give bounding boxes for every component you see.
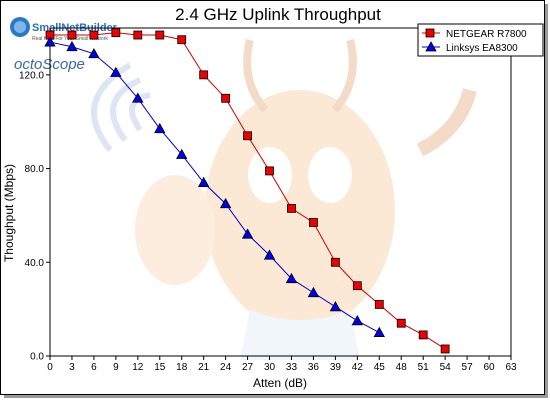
data-point-netgear <box>418 330 428 340</box>
frame <box>0 0 545 395</box>
x-tick-label: 42 <box>352 362 364 373</box>
data-point-netgear <box>309 218 318 227</box>
data-point-linksys <box>176 148 188 159</box>
data-point-linksys <box>110 66 122 77</box>
data-point-netgear <box>374 300 384 309</box>
y-tick-label: 40.0 <box>25 258 45 269</box>
mascot-watermark <box>91 39 477 360</box>
data-point-linksys <box>285 272 298 284</box>
data-point-netgear <box>111 28 121 38</box>
data-point-netgear <box>396 318 406 328</box>
data-point-netgear <box>67 30 77 40</box>
legend-marker-linksys <box>425 41 437 52</box>
data-point-linksys <box>66 40 78 52</box>
y-axis-label: Thoughput (Mbps) <box>2 164 16 262</box>
x-tick-label: 39 <box>330 362 342 373</box>
data-point-linksys <box>351 315 364 326</box>
x-tick-label: 63 <box>505 362 517 373</box>
data-point-netgear <box>352 281 362 291</box>
x-tick-label: 21 <box>198 362 210 373</box>
data-point-linksys <box>154 122 166 134</box>
x-tick-label: 45 <box>374 362 386 373</box>
legend-label-netgear: NETGEAR R7800 <box>446 29 527 40</box>
series-line-1 <box>49 41 380 334</box>
x-tick-label: 60 <box>483 362 495 373</box>
x-tick-label: 51 <box>418 362 430 373</box>
data-point-linksys <box>373 326 385 337</box>
data-point-netgear <box>287 203 296 213</box>
legend: NETGEAR R7800 Linksys EA8300 <box>417 23 544 57</box>
series-layer <box>44 28 450 354</box>
octoscope-logo: octoScope <box>14 56 85 73</box>
data-point-netgear <box>243 131 252 141</box>
x-tick-label: 12 <box>132 362 144 373</box>
data-point-netgear <box>155 30 165 40</box>
data-point-linksys <box>88 47 100 59</box>
data-point-linksys <box>132 92 144 103</box>
data-point-netgear <box>199 70 209 80</box>
data-point-linksys <box>241 228 254 239</box>
x-tick-label: 6 <box>91 362 97 373</box>
y-tick-label: 120.0 <box>19 70 44 81</box>
x-tick-label: 30 <box>264 362 276 373</box>
data-point-netgear <box>440 344 450 354</box>
x-tick-label: 3 <box>69 362 75 373</box>
data-point-netgear <box>177 35 187 45</box>
data-point-netgear <box>133 30 143 40</box>
data-point-linksys <box>44 36 56 47</box>
data-point-netgear <box>265 166 274 176</box>
x-tick-label: 36 <box>308 362 320 373</box>
x-tick-label: 33 <box>286 362 298 373</box>
x-axis-label: Atten (dB) <box>253 376 307 390</box>
x-tick-label: 0 <box>47 362 53 373</box>
data-point-netgear <box>221 93 231 103</box>
data-point-linksys <box>307 286 320 298</box>
y-tick-label: 80.0 <box>25 164 45 175</box>
data-point-linksys <box>329 300 342 312</box>
data-point-linksys <box>219 197 232 209</box>
data-point-linksys <box>263 249 276 260</box>
data-point-netgear <box>330 257 340 267</box>
y-tick-label: 0.0 <box>30 352 44 363</box>
data-point-linksys <box>197 176 210 188</box>
legend-marker-netgear <box>425 28 435 38</box>
chart-title: 2.4 GHz Uplink Throughput <box>175 5 381 24</box>
x-tick-label: 15 <box>154 362 166 373</box>
plot-area <box>49 27 512 357</box>
x-tick-label: 18 <box>176 362 188 373</box>
x-tick-label: 27 <box>242 362 254 373</box>
axis-ticks: 0 3 6 9 12 15 18 21 24 27 30 33 36 39 42 45 48 51 54 57 60 63… <box>19 70 517 373</box>
legend-box <box>417 23 544 57</box>
x-tick-label: 48 <box>396 362 408 373</box>
x-tick-label: 24 <box>220 362 232 373</box>
data-point-netgear <box>89 30 99 40</box>
x-tick-label: 57 <box>462 362 474 373</box>
legend-label-linksys: Linksys EA8300 <box>446 43 518 54</box>
x-tick-label: 54 <box>440 362 452 373</box>
x-tick-label: 9 <box>113 362 119 373</box>
